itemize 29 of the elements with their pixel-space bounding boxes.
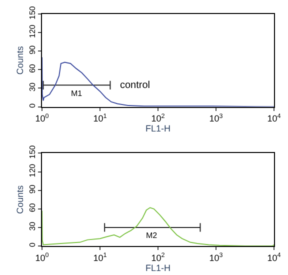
y-tick-label: 150 bbox=[28, 6, 37, 20]
x-tick-label: 10$^{4}$ bbox=[267, 112, 282, 124]
x-tick-label: 10$^{4}$ bbox=[267, 252, 282, 263]
y-axis-title: Counts bbox=[15, 46, 26, 75]
y-tick-label: 90 bbox=[28, 184, 37, 194]
x-tick-label: 10$^{0}$ bbox=[35, 252, 50, 263]
y-tick-label: 60 bbox=[28, 202, 37, 212]
y-tick-label: 30 bbox=[28, 221, 37, 231]
y-tick-label: 30 bbox=[28, 82, 37, 92]
y-tick-label: 120 bbox=[28, 24, 37, 38]
x-tick-label: 10$^{3}$ bbox=[209, 112, 224, 124]
x-tick-label: 10$^{2}$ bbox=[151, 112, 166, 124]
x-tick-label: 10$^{2}$ bbox=[151, 252, 166, 263]
y-tick-label: 60 bbox=[28, 63, 37, 73]
y-tick-label: 0 bbox=[28, 242, 37, 248]
y-tick-label: 90 bbox=[28, 44, 37, 54]
x-axis-title: FL1-H bbox=[145, 124, 171, 134]
x-tick-label: 10$^{1}$ bbox=[93, 252, 108, 263]
x-axis-title: FL1-H bbox=[145, 262, 171, 273]
annotation: M1 bbox=[71, 89, 83, 98]
x-tick-label: 10$^{0}$ bbox=[35, 112, 50, 124]
y-tick-label: 0 bbox=[28, 102, 37, 108]
annotation: M2 bbox=[146, 231, 158, 240]
y-tick-label: 120 bbox=[28, 163, 37, 178]
y-axis-title: Counts bbox=[15, 184, 26, 214]
x-tick-label: 10$^{3}$ bbox=[209, 252, 224, 263]
x-tick-label: 10$^{1}$ bbox=[93, 112, 108, 124]
y-tick-label: 150 bbox=[28, 144, 37, 159]
annotation: control bbox=[120, 80, 150, 91]
